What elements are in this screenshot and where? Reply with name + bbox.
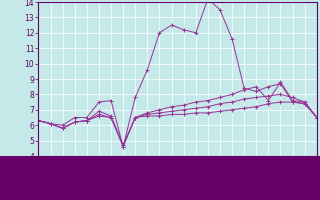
X-axis label: Windchill (Refroidissement éolien,°C): Windchill (Refroidissement éolien,°C) [97,172,259,181]
